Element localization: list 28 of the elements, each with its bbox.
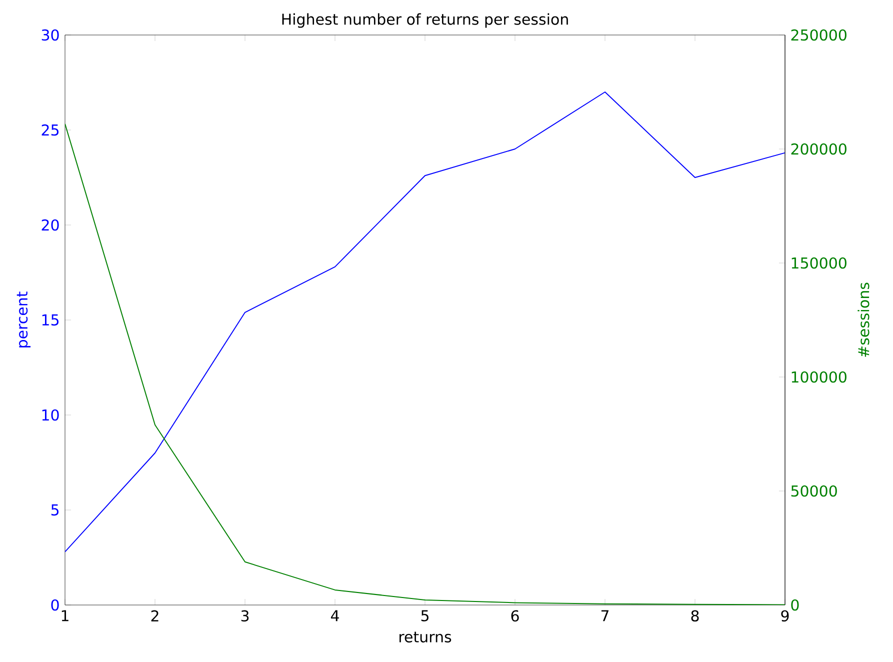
y2-tick-label: 100000	[792, 371, 846, 383]
y-axis-title: percent	[16, 292, 31, 348]
y-tick-label: 30	[42, 29, 59, 41]
line-series	[65, 92, 786, 552]
y2-tick-label: 50000	[791, 485, 837, 497]
y-tick-label: 15	[42, 314, 58, 326]
x-tick-label: 6	[511, 610, 519, 622]
x-tick-label: 8	[691, 610, 699, 622]
y-tick-label: 20	[42, 219, 59, 231]
y2-tick-label: 0	[791, 599, 799, 611]
x-axis-title: returns	[400, 632, 452, 642]
x-tick-label: 3	[241, 610, 249, 622]
x-tick-label: 5	[421, 610, 428, 622]
y-tick-label: 10	[42, 409, 59, 421]
y2-tick-label: 150000	[792, 257, 846, 269]
x-tick-label: 2	[151, 610, 158, 622]
y2-tick-label: 250000	[791, 29, 846, 41]
x-tick-label: 9	[781, 610, 789, 622]
y-tick-label: 0	[51, 599, 59, 611]
x-tick-label: 7	[601, 610, 608, 622]
x-tick-label: 4	[330, 610, 339, 622]
chart-title: Highest number of returns per session	[282, 13, 568, 28]
y-tick-label: 25	[42, 124, 58, 136]
y2-axis-title: #sessions	[858, 282, 870, 357]
line-series	[65, 123, 786, 605]
y-tick-label: 5	[51, 504, 58, 516]
x-tick-label: 1	[62, 610, 68, 622]
y2-tick-label: 200000	[791, 143, 846, 155]
